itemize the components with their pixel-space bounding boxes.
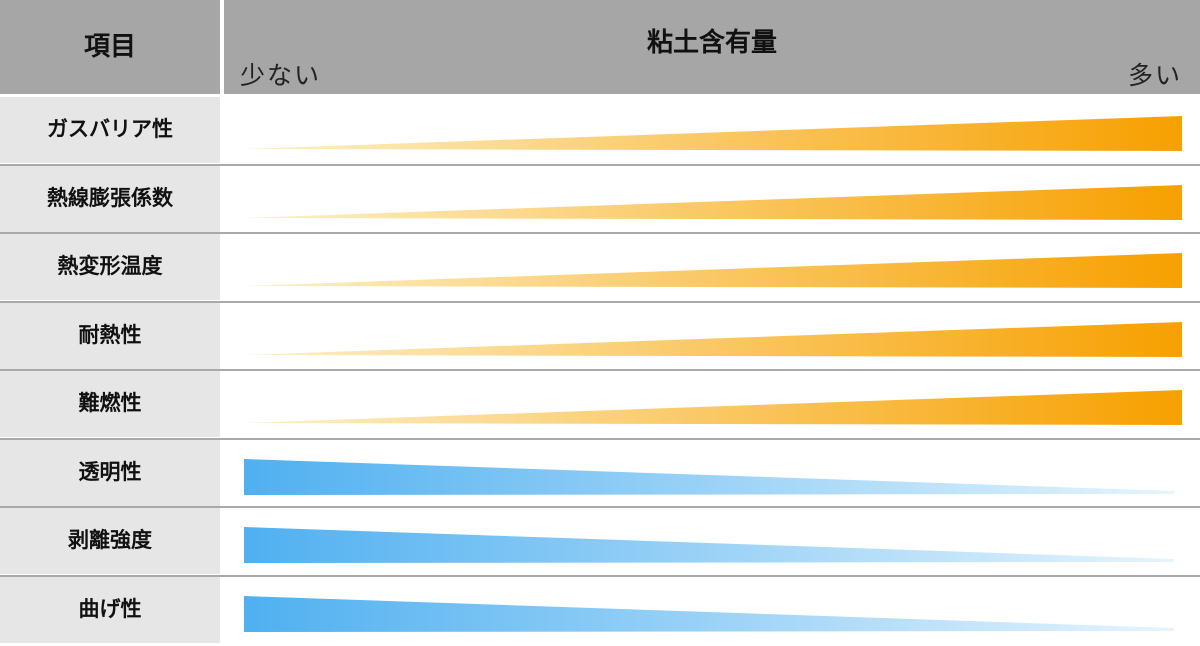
row-label-text: 難燃性	[78, 391, 142, 415]
row-label-text: 耐熱性	[78, 323, 142, 347]
row-divider	[0, 506, 1200, 508]
item-column-header: 項目	[0, 0, 220, 94]
row-label-text: 熱変形温度	[57, 254, 163, 278]
row-label-text: 曲げ性	[78, 597, 142, 621]
item-header-label: 項目	[83, 31, 136, 62]
row-label-text: 剥離強度	[68, 528, 152, 552]
row-label: ガスバリア性	[0, 97, 220, 163]
increasing-trend-wedge	[244, 116, 1184, 152]
trend-wedge-shape	[244, 390, 1182, 425]
row-label: 耐熱性	[0, 303, 220, 369]
clay-content-title: 粘土含有量	[646, 28, 777, 58]
row-divider	[0, 438, 1200, 440]
row-label: 曲げ性	[0, 577, 220, 643]
row-label: 透明性	[0, 440, 220, 506]
row-divider	[0, 301, 1200, 303]
row-label: 難燃性	[0, 371, 220, 437]
clay-content-header: 粘土含有量 少ない 多い	[224, 0, 1200, 94]
row-label: 熱変形温度	[0, 234, 220, 300]
increasing-trend-wedge	[244, 390, 1184, 426]
trend-wedge-shape	[244, 596, 1174, 632]
row-label: 熱線膨張係数	[0, 166, 220, 232]
trend-wedge-shape	[244, 459, 1174, 495]
scale-high-label: 多い	[1127, 61, 1182, 90]
increasing-trend-wedge	[244, 253, 1184, 289]
row-divider	[0, 575, 1200, 577]
row-divider	[0, 232, 1200, 234]
trend-wedge-shape	[244, 322, 1182, 357]
scale-low-label: 少ない	[240, 61, 322, 90]
trend-wedge-shape	[244, 185, 1182, 220]
decreasing-trend-wedge	[244, 527, 1184, 563]
trend-wedge-shape	[244, 253, 1182, 288]
row-label: 剥離強度	[0, 508, 220, 574]
trend-wedge-shape	[244, 116, 1182, 151]
row-divider	[0, 164, 1200, 166]
increasing-trend-wedge	[244, 185, 1184, 221]
row-divider	[0, 369, 1200, 371]
trend-wedge-shape	[244, 527, 1174, 563]
row-label-text: ガスバリア性	[47, 117, 173, 141]
decreasing-trend-wedge	[244, 596, 1184, 632]
increasing-trend-wedge	[244, 322, 1184, 358]
decreasing-trend-wedge	[244, 459, 1184, 495]
row-label-text: 熱線膨張係数	[47, 186, 173, 210]
row-label-text: 透明性	[78, 460, 142, 484]
